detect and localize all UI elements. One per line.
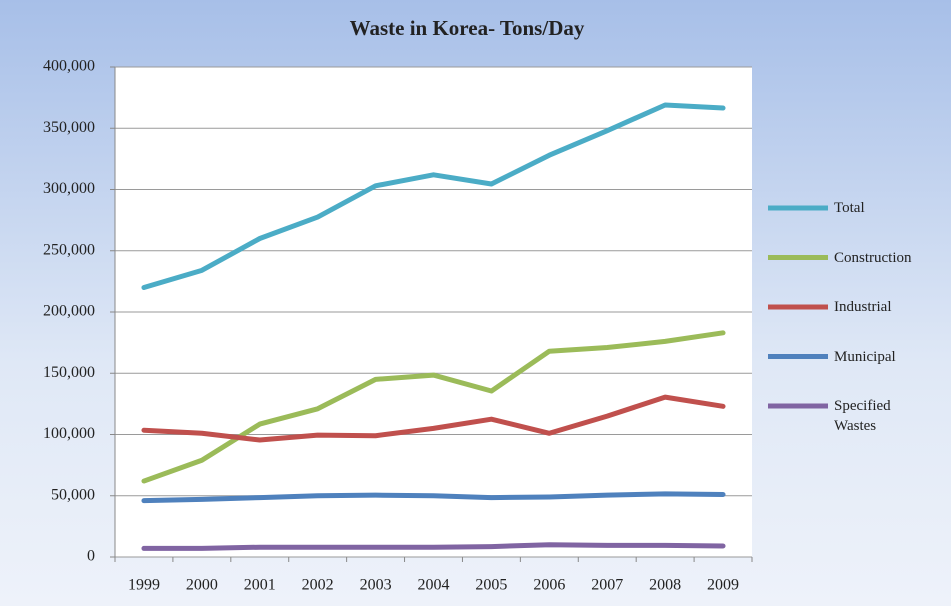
y-tick-label: 200,000 xyxy=(43,303,95,320)
y-tick-label: 150,000 xyxy=(43,364,95,381)
x-tick-label: 2003 xyxy=(360,577,392,594)
series-line xyxy=(141,102,726,290)
legend-label: Construction xyxy=(834,249,912,266)
x-tick-label: 2008 xyxy=(649,577,681,594)
x-tick-label: 2002 xyxy=(302,577,334,594)
legend-label: Municipal xyxy=(834,348,896,365)
x-tick-label: 2007 xyxy=(591,577,623,594)
y-tick-label: 400,000 xyxy=(43,58,95,75)
y-tick-label: 50,000 xyxy=(51,486,95,503)
legend-label: Industrial xyxy=(834,299,892,315)
x-tick-label: 1999 xyxy=(128,577,160,594)
x-tick-label: 2000 xyxy=(186,577,218,594)
series-line xyxy=(141,542,726,551)
x-tick-label: 2006 xyxy=(533,577,565,594)
x-tick-label: 2004 xyxy=(418,577,450,594)
y-tick-label: 250,000 xyxy=(43,241,95,258)
x-tick-label: 2001 xyxy=(244,577,276,594)
y-tick-label: 300,000 xyxy=(43,180,95,197)
series-line xyxy=(141,394,726,443)
series-line xyxy=(141,491,726,504)
chart-title: Waste in Korea- Tons/Day xyxy=(350,16,585,40)
x-tick-label: 2009 xyxy=(707,577,739,594)
x-tick-label: 2005 xyxy=(475,577,507,594)
legend-label: Specified Wastes xyxy=(834,398,891,434)
legend-label: Total xyxy=(834,200,865,216)
y-tick-label: 350,000 xyxy=(43,119,95,136)
y-tick-label: 0 xyxy=(87,548,95,565)
y-tick-label: 100,000 xyxy=(43,425,95,442)
